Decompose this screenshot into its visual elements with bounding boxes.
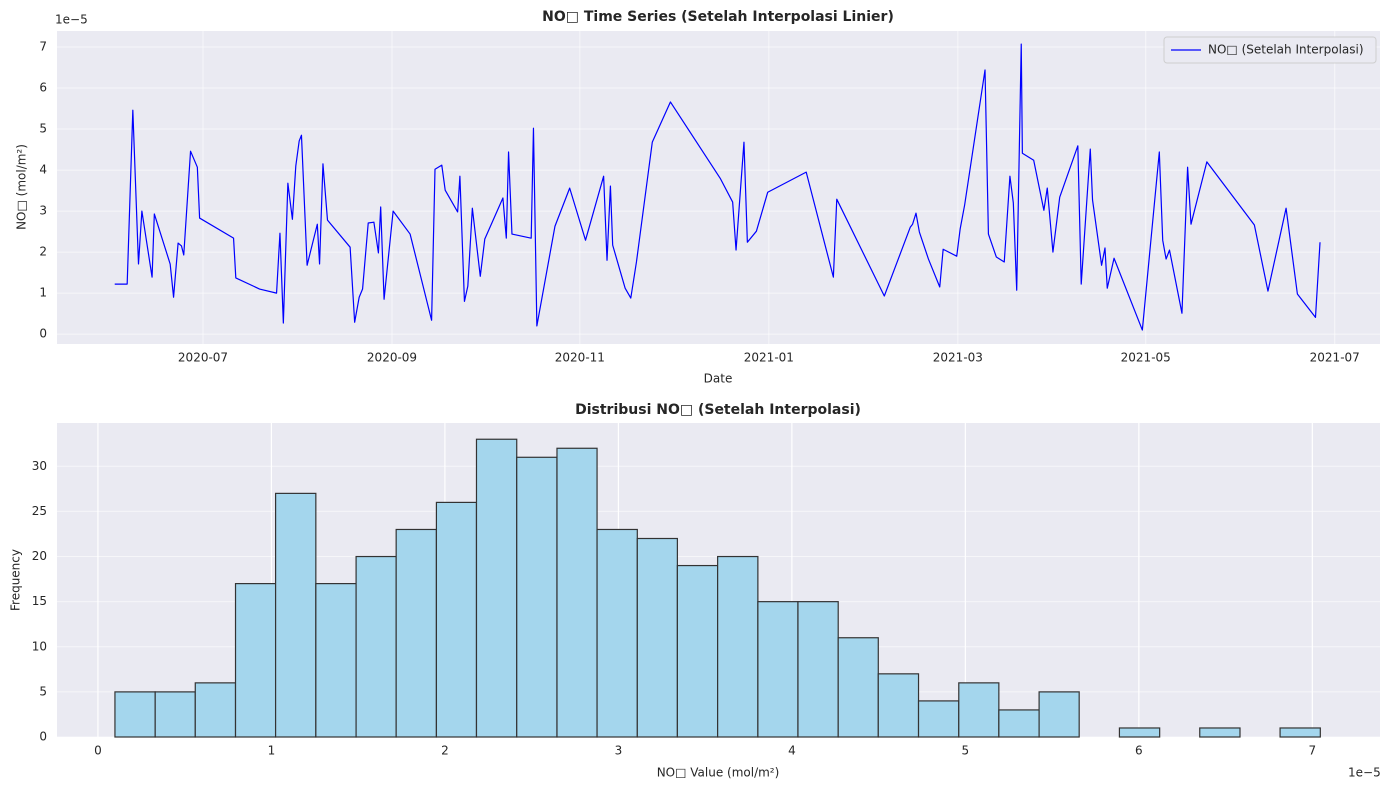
histogram-bar	[516, 456, 558, 738]
histogram-bar	[596, 528, 638, 738]
histogram-bar	[274, 492, 317, 738]
y-tick-label: 20	[32, 549, 47, 563]
y-tick-label: 25	[32, 504, 47, 518]
y-tick-label: 15	[32, 594, 47, 608]
plot-area	[57, 31, 1380, 344]
histogram-bar	[1038, 691, 1080, 738]
histogram-bar	[837, 637, 879, 738]
x-tick-label: 2021-01	[744, 351, 794, 365]
x-tick-label: 4	[788, 744, 796, 758]
y-tick-label: 2	[39, 245, 47, 259]
x-tick-label: 3	[615, 744, 623, 758]
y-axis-label: NO□ (mol/m²)	[15, 144, 29, 230]
histogram-bar	[355, 555, 397, 738]
x-tick-label: 2	[441, 744, 449, 758]
histogram-bar	[717, 555, 759, 738]
histogram-bar	[998, 709, 1040, 738]
histogram-bar	[154, 691, 196, 738]
y-tick-label: 0	[39, 327, 47, 341]
histogram-bar	[395, 528, 438, 738]
histogram-bar	[917, 700, 960, 738]
histogram-bar	[877, 673, 920, 738]
histogram-bar	[435, 501, 478, 738]
histogram-bar	[234, 583, 277, 738]
histogram-bar	[1279, 727, 1321, 738]
x-axis-label: NO□ Value (mol/m²)	[657, 766, 780, 780]
x-tick-label: 7	[1309, 744, 1317, 758]
y-tick-label: 30	[32, 459, 47, 473]
histogram-bar	[958, 682, 1000, 738]
labels: NO□ Time Series (Setelah Interpolasi Lin…	[9, 9, 1381, 780]
x-tick-label: 2021-07	[1310, 351, 1360, 365]
legend-label: NO□ (Setelah Interpolasi)	[1208, 43, 1364, 57]
x-offset-label: 1e−5	[1348, 766, 1381, 780]
x-tick-label: 0	[94, 744, 102, 758]
histogram-bar	[797, 601, 839, 738]
y-tick-label: 1	[39, 286, 47, 300]
data-line	[114, 43, 1321, 331]
histogram-bar	[475, 438, 518, 738]
histogram-bar	[556, 447, 598, 738]
y-tick-label: 3	[39, 204, 47, 218]
y-tick-label: 4	[39, 163, 47, 177]
x-tick-label: 2021-03	[933, 351, 983, 365]
x-tick-label: 2021-05	[1121, 351, 1171, 365]
histogram-bar	[636, 537, 678, 738]
x-tick-label: 5	[962, 744, 970, 758]
y-tick-label: 10	[32, 639, 47, 653]
y-tick-label: 6	[39, 81, 47, 95]
y-offset-label: 1e−5	[55, 13, 88, 27]
y-tick-label: 0	[39, 730, 47, 744]
x-tick-label: 6	[1135, 744, 1143, 758]
y-axis-label: Frequency	[9, 549, 23, 611]
y-tick-label: 5	[39, 122, 47, 136]
marks	[114, 43, 1321, 738]
y-tick-label: 7	[39, 39, 47, 53]
y-tick-label: 5	[39, 684, 47, 698]
histogram-bar	[1199, 727, 1241, 738]
histogram-bar	[1118, 727, 1161, 738]
x-axis-label: Date	[704, 372, 733, 386]
chart-title: Distribusi NO□ (Setelah Interpolasi)	[575, 402, 861, 418]
histogram-bar	[194, 682, 237, 738]
x-tick-label: 2020-11	[555, 351, 605, 365]
chart-title: NO□ Time Series (Setelah Interpolasi Lin…	[542, 9, 894, 25]
histogram-bar	[676, 564, 719, 738]
histogram-bar	[315, 583, 357, 738]
x-tick-label: 2020-09	[367, 351, 417, 365]
histogram-bar	[757, 601, 799, 738]
x-tick-label: 2020-07	[178, 351, 228, 365]
x-tick-label: 1	[268, 744, 276, 758]
histogram-bar	[114, 691, 156, 738]
legend-box	[1163, 36, 1377, 64]
